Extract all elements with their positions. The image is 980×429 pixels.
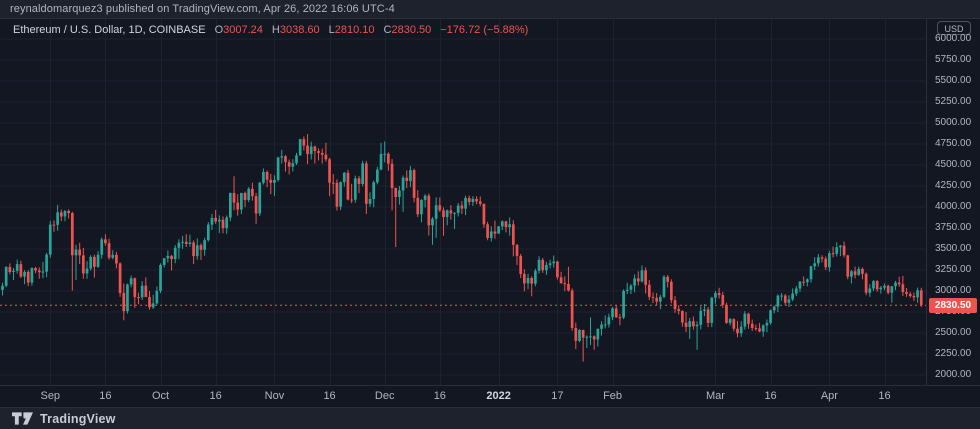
chart-legend: Ethereum / U.S. Dollar, 1D, COINBASE O30… xyxy=(13,24,528,36)
price-tick-label: 3500.00 xyxy=(935,243,972,254)
price-tick-label: 4500.00 xyxy=(935,159,972,170)
price-tick-label: 4750.00 xyxy=(935,138,972,149)
time-tick-label: Apr xyxy=(820,390,838,402)
currency-toggle-button[interactable]: USD xyxy=(937,21,971,35)
time-tick-label: 2022 xyxy=(486,390,511,402)
price-tick-label: 4250.00 xyxy=(935,180,972,191)
price-tick-label: 5500.00 xyxy=(935,75,972,86)
time-axis[interactable]: Sep 16 Oct 16 Nov 16 Dec 16 2022 17 Feb Mar 16 Apr 16 xyxy=(0,385,980,407)
time-tick-label: Nov xyxy=(264,390,285,402)
price-change: −176.72 (−5.88%) xyxy=(440,24,529,36)
publish-info-text: reynaldomarquez3 published on TradingVie… xyxy=(10,3,395,15)
time-tick-label: Sep xyxy=(40,390,61,402)
time-tick-label: Oct xyxy=(151,390,170,402)
footer-bar: TradingView xyxy=(0,407,980,429)
price-tick-label: 2250.00 xyxy=(935,348,972,359)
time-tick-label: 17 xyxy=(551,390,564,402)
time-tick-label: 16 xyxy=(99,390,112,402)
time-tick-label: Dec xyxy=(374,390,395,402)
price-tick-label: 3250.00 xyxy=(935,264,972,275)
ohlc-close: C2830.50 xyxy=(383,24,432,36)
ohlc-high: H3038.60 xyxy=(271,24,320,36)
time-tick-label: 16 xyxy=(209,390,222,402)
price-tick-label: 3750.00 xyxy=(935,222,972,233)
symbol-title[interactable]: Ethereum / U.S. Dollar, 1D, COINBASE xyxy=(13,24,206,36)
ohlc-low: L2810.10 xyxy=(328,24,375,36)
price-tick-label: 2500.00 xyxy=(935,327,972,338)
tradingview-logo-icon[interactable] xyxy=(12,412,33,425)
time-tick-label: 16 xyxy=(878,390,891,402)
time-tick-label: 16 xyxy=(323,390,336,402)
last-price-label: 2830.50 xyxy=(929,297,977,313)
price-tick-label: 4000.00 xyxy=(935,201,972,212)
price-tick-label: 5000.00 xyxy=(935,117,972,128)
time-tick-label: 16 xyxy=(433,390,446,402)
price-axis[interactable]: USD 6000.00 5750.00 5500.00 5250.00 5000.00 4… xyxy=(926,19,980,385)
publish-info-bar: reynaldomarquez3 published on TradingVie… xyxy=(0,0,980,19)
time-tick-label: Feb xyxy=(603,390,623,402)
price-tick-label: 5750.00 xyxy=(935,54,972,65)
time-tick-label: 16 xyxy=(764,390,777,402)
price-tick-label: 6000.00 xyxy=(935,33,972,44)
ohlc-open: O3007.24 xyxy=(214,24,263,36)
price-tick-label: 2000.00 xyxy=(935,369,972,380)
price-tick-label: 5250.00 xyxy=(935,96,972,107)
time-tick-label: Mar xyxy=(705,390,725,402)
price-tick-label: 3000.00 xyxy=(935,285,972,296)
tradingview-wordmark[interactable]: TradingView xyxy=(40,411,116,426)
